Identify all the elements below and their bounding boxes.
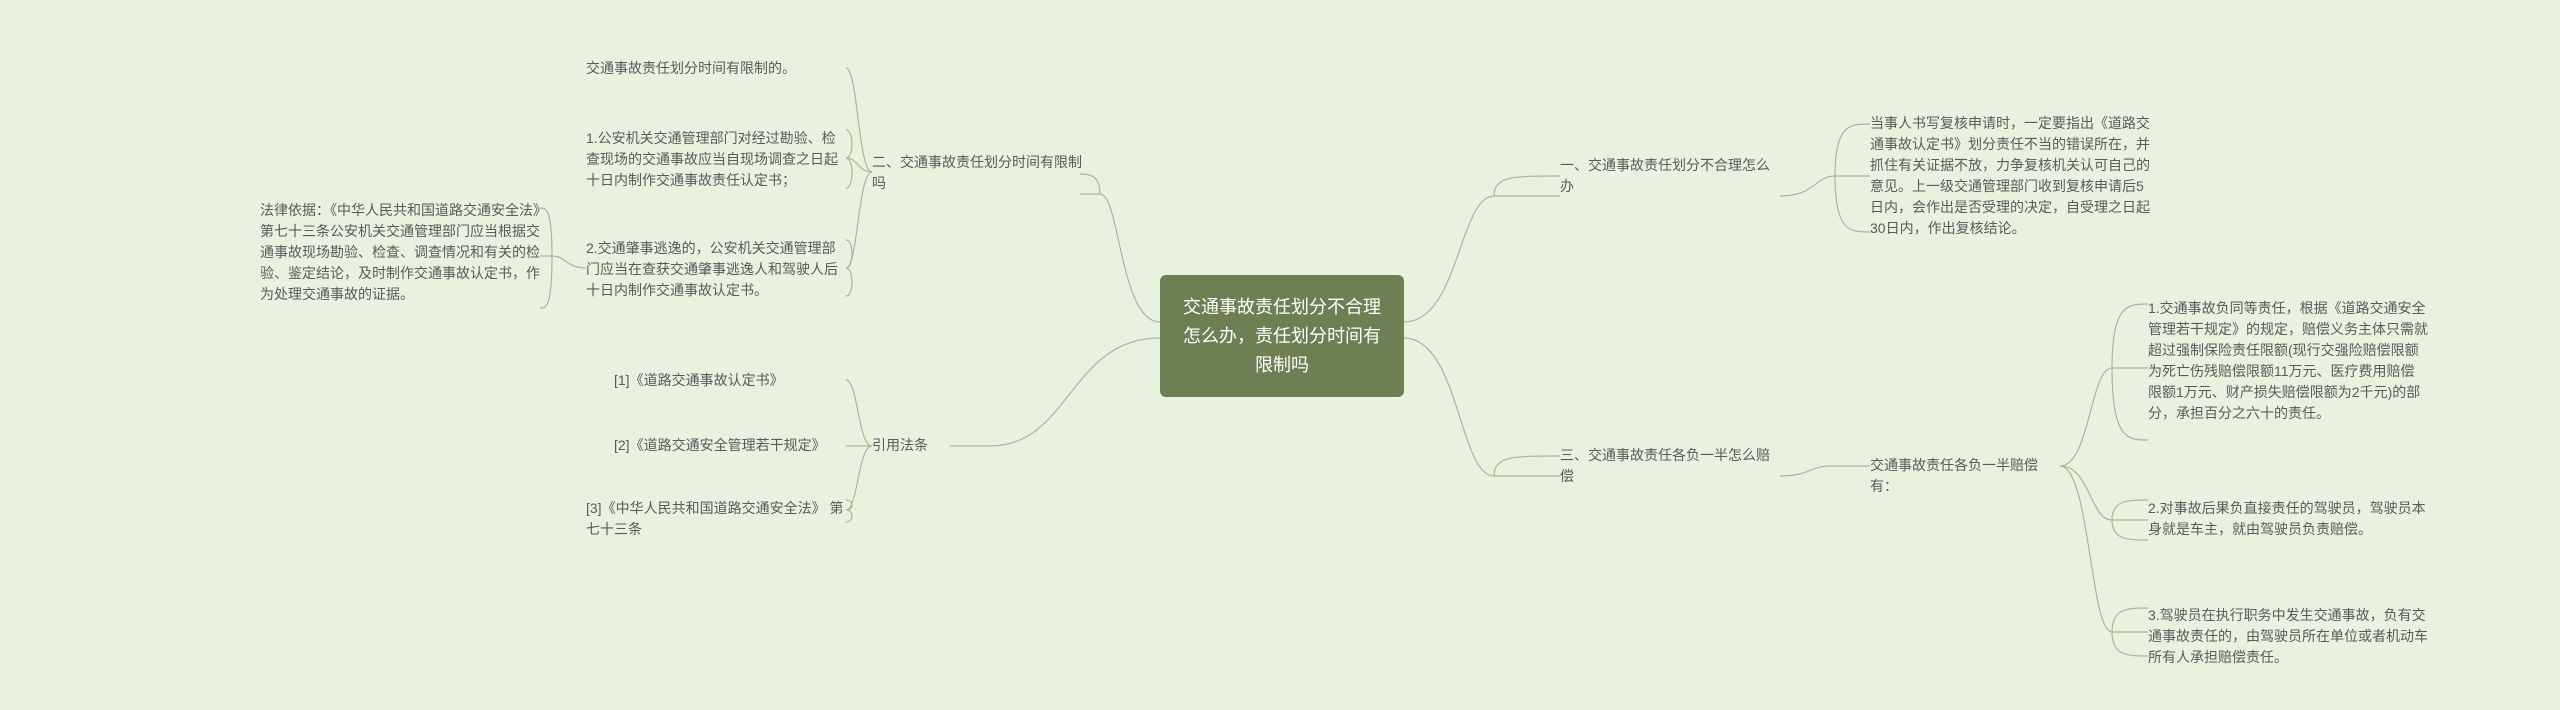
- branch-3-d2: 2.对事故后果负直接责任的驾驶员，驾驶员本身就是车主，就由驾驶员负责赔偿。: [2148, 498, 2428, 540]
- conn-b2-children: [846, 60, 872, 300]
- conn-root-b2: [1080, 168, 1160, 332]
- branch-3-d3: 3.驾驶员在执行职务中发生交通事故，负有交通事故责任的，由驾驶员所在单位或者机动…: [2148, 605, 2428, 668]
- conn-b2c2-d1: [540, 204, 586, 314]
- branch-3-d1: 1.交通事故负同等责任，根据《道路交通安全管理若干规定》的规定，赔偿义务主体只需…: [2148, 298, 2428, 424]
- branch-cite: 引用法条: [872, 435, 952, 456]
- branch-1: 一、交通事故责任划分不合理怎么办: [1560, 155, 1780, 197]
- cite-3: [3]《中华人民共和国道路交通安全法》 第七十三条: [586, 498, 846, 540]
- conn-b3c1-children: [2060, 300, 2148, 680]
- mindmap-canvas: 交通事故责任划分不合理怎么办，责任划分时间有限制吗 一、交通事故责任划分不合理怎…: [0, 0, 2560, 710]
- conn-b1-c1: [1780, 120, 1870, 240]
- cite-2: [2]《道路交通安全管理若干规定》: [614, 435, 834, 456]
- branch-2: 二、交通事故责任划分时间有限制吗: [872, 152, 1082, 194]
- branch-1-detail: 当事人书写复核申请时，一定要指出《道路交通事故认定书》划分责任不当的错误所在，并…: [1870, 113, 2150, 239]
- conn-root-cite: [950, 332, 1160, 462]
- conn-root-b3: [1404, 330, 1560, 490]
- branch-3-sub: 交通事故责任各负一半赔偿有：: [1870, 455, 2060, 497]
- conn-root-b1: [1404, 172, 1560, 332]
- branch-2-c2-d1: 法律依据：《中华人民共和国道路交通安全法》第七十三条公安机关交通管理部门应当根据…: [260, 200, 540, 305]
- conn-cite-children: [846, 372, 872, 532]
- cite-1: [1]《道路交通事故认定书》: [614, 370, 814, 391]
- branch-2-c1: 1.公安机关交通管理部门对经过勘验、检查现场的交通事故应当自现场调查之日起十日内…: [586, 128, 846, 191]
- conn-b3-c1: [1780, 458, 1870, 486]
- root-node: 交通事故责任划分不合理怎么办，责任划分时间有限制吗: [1160, 275, 1404, 397]
- branch-2-c0: 交通事故责任划分时间有限制的。: [586, 58, 806, 79]
- branch-3: 三、交通事故责任各负一半怎么赔偿: [1560, 445, 1780, 487]
- branch-2-c2: 2.交通肇事逃逸的，公安机关交通管理部门应当在查获交通肇事逃逸人和驾驶人后十日内…: [586, 238, 846, 301]
